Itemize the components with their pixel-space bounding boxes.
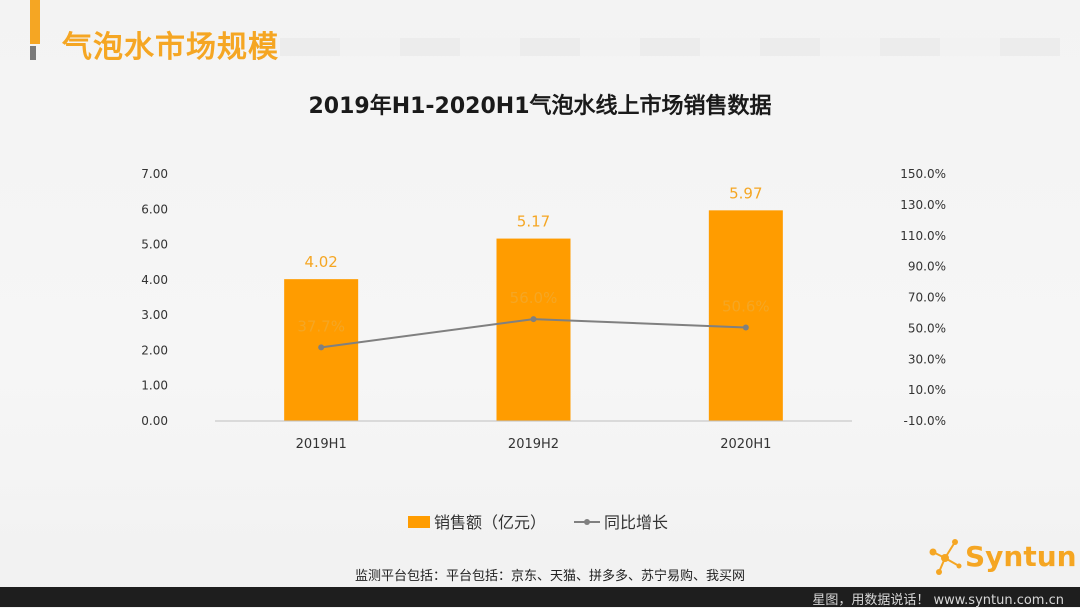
y-right-tick-label: 30.0% [908, 352, 946, 366]
y-left-tick-label: 6.00 [141, 202, 168, 216]
growth-point-2020H1 [742, 324, 749, 331]
legend-line-marker [584, 519, 590, 525]
title-accent-bar [30, 0, 40, 44]
y-right-tick-label: 50.0% [908, 321, 946, 335]
x-tick-label: 2020H1 [720, 437, 771, 452]
logo-text: Syntun [965, 540, 1077, 573]
y-left-tick-label: 1.00 [141, 379, 168, 393]
title-underlay-decoration [280, 38, 1060, 56]
y-right-tick-label: -10.0% [904, 414, 946, 428]
x-tick-label: 2019H1 [296, 437, 347, 452]
title-accent-mark [30, 46, 36, 60]
y-right-tick-label: 150.0% [900, 167, 946, 181]
y-right-tick-label: 110.0% [900, 229, 946, 243]
logo-molecule-icon [929, 539, 962, 575]
x-tick-label: 2019H2 [508, 437, 559, 452]
growth-point-2019H1 [318, 344, 325, 351]
y-left-tick-label: 4.00 [141, 273, 168, 287]
bar-2019H2 [496, 238, 571, 421]
y-left-tick-label: 3.00 [141, 308, 168, 322]
bar-2020H1 [708, 210, 783, 421]
y-right-tick-label: 130.0% [900, 198, 946, 212]
bar-value-label: 5.17 [517, 213, 550, 231]
y-right-tick-label: 10.0% [908, 383, 946, 397]
legend-bar-label: 销售额（亿元） [434, 513, 546, 532]
syntun-logo: Syntun [925, 532, 1077, 582]
growth-value-label: 56.0% [510, 289, 558, 307]
footer-band: 星图，用数据说话！ www.syntun.com.cn [0, 587, 1080, 608]
legend-line-label: 同比增长 [604, 513, 668, 532]
y-right-tick-label: 90.0% [908, 260, 946, 274]
growth-value-label: 37.7% [297, 317, 345, 335]
y-left-tick-label: 7.00 [141, 167, 168, 181]
y-left-tick-label: 5.00 [141, 238, 168, 252]
bar-value-label: 5.97 [729, 184, 762, 202]
slide-title: 气泡水市场规模 [62, 30, 279, 65]
growth-point-2019H2 [530, 316, 537, 323]
bar-value-label: 4.02 [304, 253, 337, 271]
chart-title: 2019年H1-2020H1气泡水线上市场销售数据 [308, 94, 772, 119]
legend-bar-swatch [408, 516, 430, 528]
growth-value-label: 50.6% [722, 297, 770, 315]
y-left-tick-label: 0.00 [141, 414, 168, 428]
y-right-tick-label: 70.0% [908, 291, 946, 305]
y-left-tick-label: 2.00 [141, 343, 168, 357]
footer-text: 星图，用数据说话！ www.syntun.com.cn [812, 593, 1064, 608]
footnote: 监测平台包括：平台包括：京东、天猫、拼多多、苏宁易购、我买网 [354, 569, 745, 584]
